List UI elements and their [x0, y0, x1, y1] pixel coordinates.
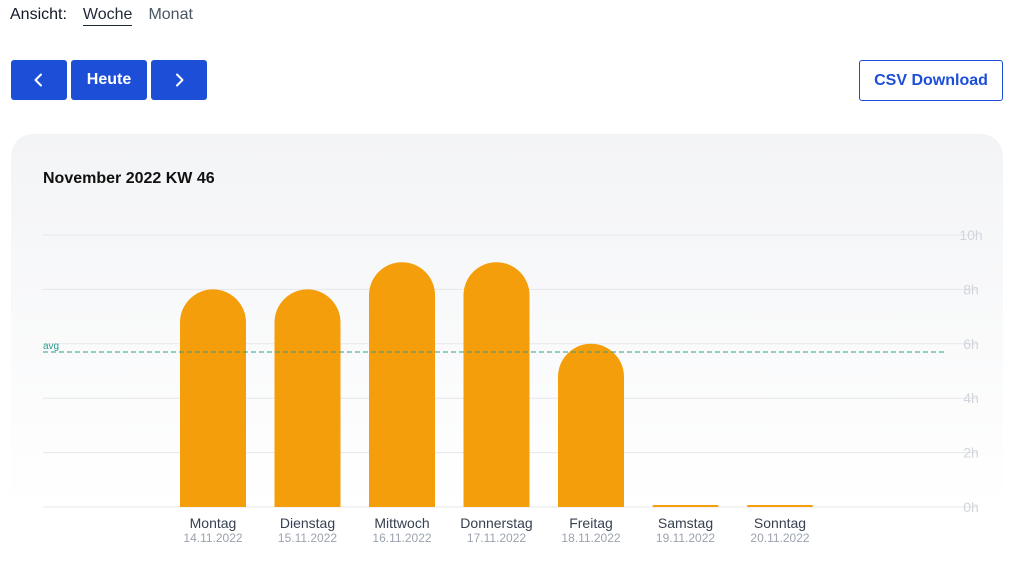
- view-switch-label: Ansicht:: [10, 6, 67, 23]
- x-tick-label: Donnerstag: [460, 515, 532, 531]
- x-tick-label: Dienstag: [280, 515, 335, 531]
- average-label: avg: [43, 341, 59, 352]
- x-tick-label: Sonntag: [754, 515, 806, 531]
- x-tick-label: Freitag: [569, 515, 613, 531]
- x-tick-date: 15.11.2022: [278, 531, 337, 545]
- chevron-right-icon: [176, 73, 184, 87]
- view-option-month[interactable]: Monat: [148, 6, 193, 23]
- previous-week-button[interactable]: [11, 60, 67, 100]
- chart-card: November 2022 KW 46 0h 2h 4h 6h 8h 10h Montag 1…: [11, 134, 1003, 574]
- view-switch: Ansicht: Woche Monat: [10, 6, 193, 26]
- today-button[interactable]: Heute: [71, 60, 147, 100]
- chart-title: November 2022 KW 46: [43, 170, 215, 187]
- y-tick-label: 6h: [963, 336, 979, 352]
- x-tick-date: 16.11.2022: [372, 531, 431, 545]
- y-tick-label: 0h: [963, 499, 979, 515]
- date-navigation: Heute: [11, 60, 207, 100]
- bar: [274, 289, 341, 507]
- x-tick-label: Samstag: [658, 515, 713, 531]
- bar: [180, 289, 246, 507]
- x-tick-date: 19.11.2022: [656, 531, 715, 545]
- x-tick-date: 20.11.2022: [750, 531, 809, 545]
- next-week-button[interactable]: [151, 60, 207, 100]
- bar: [558, 343, 624, 507]
- x-tick-date: 14.11.2022: [183, 531, 242, 545]
- y-tick-label: 8h: [963, 281, 979, 297]
- bar: [747, 505, 813, 507]
- bar: [463, 262, 530, 507]
- bar: [652, 505, 719, 507]
- bar: [369, 262, 435, 507]
- csv-download-button[interactable]: CSV Download: [859, 60, 1003, 101]
- chevron-left-icon: [34, 73, 42, 87]
- view-option-week[interactable]: Woche: [82, 6, 133, 26]
- y-tick-label: 10h: [959, 227, 982, 243]
- x-tick-label: Montag: [190, 515, 237, 531]
- x-tick-label: Mittwoch: [374, 515, 429, 531]
- x-tick-date: 17.11.2022: [467, 531, 526, 545]
- y-tick-label: 4h: [963, 390, 979, 406]
- y-tick-label: 2h: [963, 445, 979, 461]
- x-tick-date: 18.11.2022: [561, 531, 620, 545]
